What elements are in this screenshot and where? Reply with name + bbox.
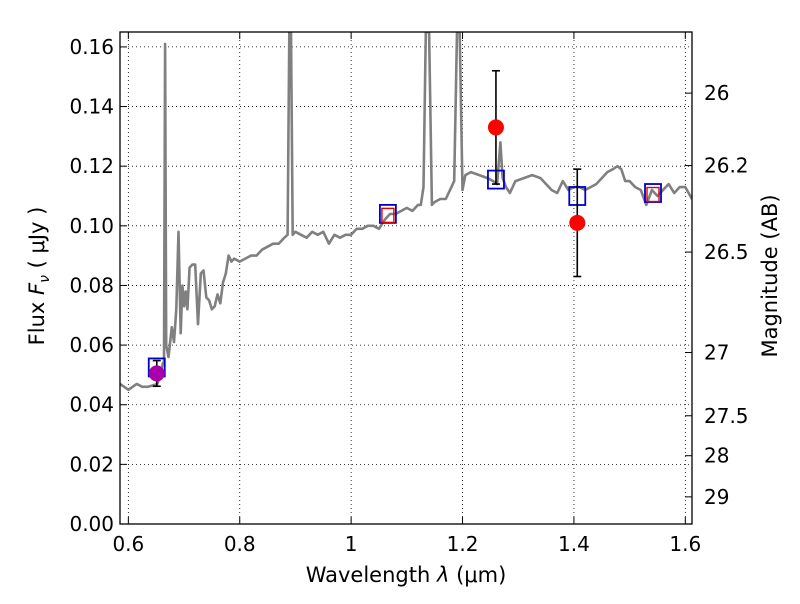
x-tick-label: 0.6 xyxy=(112,532,144,556)
detection-point xyxy=(569,214,586,231)
x-tick-label: 1.2 xyxy=(447,532,479,556)
x-tick-label: 1 xyxy=(345,532,358,556)
y-axis-label: Flux Fν ( μJy ) xyxy=(25,207,53,346)
y2-tick-label: 29 xyxy=(704,485,729,509)
y2-tick-label: 26 xyxy=(704,81,729,105)
series-layer xyxy=(120,32,692,392)
y-tick-label: 0.02 xyxy=(69,452,114,476)
detection-point xyxy=(487,119,504,136)
y-tick-label: 0.06 xyxy=(69,333,114,357)
plot-frame xyxy=(119,31,693,525)
y-tick-label: 0.10 xyxy=(69,214,114,238)
x-tick-label: 1.6 xyxy=(669,532,701,556)
x-tick-label: 0.8 xyxy=(224,532,256,556)
grid-layer xyxy=(120,32,692,525)
detection-point-blend xyxy=(148,365,165,382)
y2-tick-label: 27.5 xyxy=(704,404,749,428)
inner-box-marker xyxy=(646,186,660,203)
x-tick-label: 1.4 xyxy=(558,532,590,556)
y-tick-label: 0.00 xyxy=(69,512,114,536)
y-tick-label: 0.04 xyxy=(69,393,114,417)
y2-tick-label: 28 xyxy=(704,444,729,468)
y-tick-label: 0.16 xyxy=(69,35,114,59)
y2-tick-label: 26.2 xyxy=(704,154,749,178)
y-tick-label: 0.08 xyxy=(69,273,114,297)
y-tick-label: 0.12 xyxy=(69,154,114,178)
tick-layer: 0.6 0.8 1 1.2 1.4 1.6 0.00 0.02 0.04 0.06 0.08 0.10… xyxy=(69,32,749,556)
y2-axis-label: Magnitude (AB) xyxy=(758,194,782,357)
spectrum-line xyxy=(120,32,692,392)
x-axis-label: Wavelength λ (μm) xyxy=(306,563,507,587)
y-tick-label: 0.14 xyxy=(69,95,114,119)
y2-tick-label: 27 xyxy=(704,341,729,365)
y2-tick-label: 26.5 xyxy=(704,240,749,264)
inner-box-marker xyxy=(381,207,395,224)
